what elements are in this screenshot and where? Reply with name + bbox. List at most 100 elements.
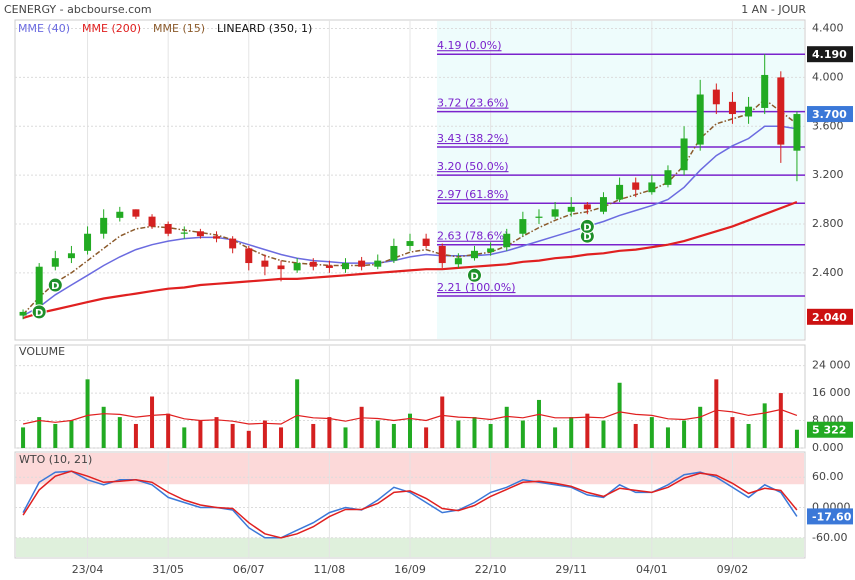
candle-body (100, 217, 108, 234)
volume-bar (21, 427, 26, 448)
volume-bar (762, 403, 767, 448)
y-tick-label: -60.00 (812, 531, 847, 544)
candle-body (454, 258, 462, 265)
volume-bar (69, 420, 74, 448)
volume-bar (359, 406, 364, 448)
legend-entry: MME (40) (18, 22, 70, 35)
candle-body (761, 74, 769, 108)
fibonacci-label: 3.72 (23.6%) (437, 97, 509, 110)
signal-label: D (583, 222, 591, 233)
signal-label: D (35, 308, 43, 319)
candle-body (51, 258, 59, 267)
volume-bar (198, 420, 203, 448)
oscillator-line (22, 470, 798, 539)
value-tag (807, 46, 853, 63)
fibonacci-zone (437, 21, 804, 339)
volume-bar (601, 420, 606, 448)
volume-bar (488, 423, 493, 448)
signal-label: D (51, 281, 59, 292)
candle-body (132, 209, 140, 217)
volume-average-line (22, 408, 798, 425)
volume-bar (472, 417, 477, 448)
x-tick-label: 22/10 (475, 563, 507, 576)
volume-bar (85, 379, 90, 448)
candle-body (728, 101, 736, 115)
candle-body (422, 238, 430, 246)
candle-body (551, 209, 559, 217)
candle-body (406, 241, 414, 246)
volume-bar (230, 423, 235, 448)
candle-body (164, 223, 172, 234)
volume-bar (262, 420, 267, 448)
candle-body (229, 238, 237, 249)
x-tick-label: 09/02 (717, 563, 749, 576)
y-tick-label: 2.800 (812, 217, 844, 230)
candle-body (148, 216, 156, 227)
candle-body (616, 184, 624, 200)
volume-bar (101, 406, 106, 448)
volume-bar (778, 393, 783, 448)
candle-body (374, 260, 382, 267)
value-tag (807, 421, 853, 438)
candle-body (599, 197, 607, 212)
volume-bar (327, 417, 332, 448)
signal-marker (466, 267, 482, 283)
x-tick-label: 29/11 (555, 563, 587, 576)
volume-bar (698, 406, 703, 448)
volume-bar (585, 413, 590, 448)
signal-label: D (470, 271, 478, 282)
candle-body (745, 106, 753, 117)
value-tag-label: 5 322 (812, 424, 846, 437)
candle-body (19, 311, 27, 316)
candle-body (793, 114, 801, 151)
volume-bar (553, 427, 558, 448)
value-tag-label: 3.700 (812, 108, 847, 121)
volume-bar (408, 413, 412, 448)
value-tag (807, 106, 853, 123)
y-tick-label: 60.00 (812, 470, 844, 483)
value-tag-label: -17.60 (812, 510, 852, 523)
candle-body (277, 265, 285, 270)
volume-bar (150, 396, 155, 448)
candle-body (245, 248, 253, 264)
candle-body (503, 233, 511, 248)
fibonacci-label: 3.43 (38.2%) (437, 132, 509, 145)
x-tick-label: 06/07 (233, 563, 265, 576)
candle-body (342, 263, 350, 270)
candle-body (35, 266, 43, 310)
moving-average-line (22, 125, 798, 317)
volume-bar (440, 396, 445, 448)
volume-bar (53, 423, 58, 448)
volume-bar (182, 427, 187, 448)
fibonacci-label: 3.20 (50.0%) (437, 160, 509, 173)
y-tick-label: 4.000 (812, 70, 844, 83)
volume-bar (37, 417, 42, 448)
value-tag (807, 508, 853, 525)
volume-bar (133, 423, 138, 448)
volume-bar (794, 429, 799, 448)
candle-body (535, 216, 543, 218)
candle-body (84, 233, 92, 251)
signal-marker (47, 277, 63, 293)
volume-bar (295, 379, 300, 448)
y-tick-label: 3.600 (812, 119, 844, 132)
candle-body (632, 182, 640, 190)
legend-entry: MME (200) (82, 22, 141, 35)
oscillator-line (22, 470, 798, 539)
x-tick-label: 04/01 (636, 563, 668, 576)
panel-title: VOLUME (19, 345, 65, 358)
volume-bar (730, 417, 735, 448)
volume-bar (536, 399, 541, 448)
volume-bar (520, 420, 525, 448)
candle-body (67, 253, 75, 259)
candle-body (390, 245, 398, 261)
candle-body (261, 260, 269, 267)
volume-bar (569, 417, 574, 448)
candle-body (325, 265, 333, 268)
value-tag-label: 4.190 (812, 48, 847, 61)
candle-body (777, 77, 785, 145)
signal-marker (579, 218, 595, 234)
moving-average-line (22, 200, 798, 320)
candle-body (712, 89, 720, 105)
x-tick-label: 23/04 (72, 563, 104, 576)
